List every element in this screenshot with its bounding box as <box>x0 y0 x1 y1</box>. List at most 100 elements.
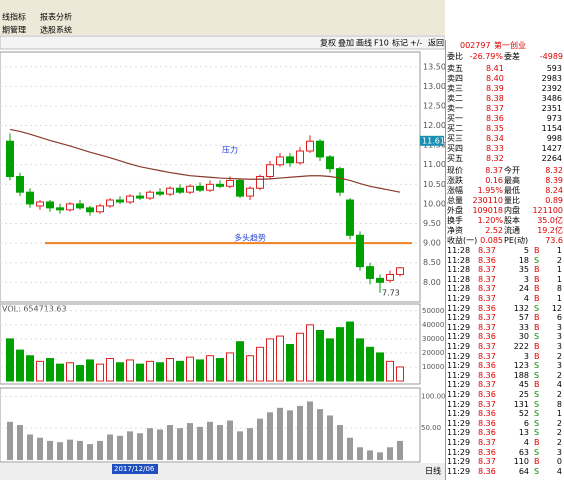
quote-cell: 8.36 <box>486 114 504 123</box>
quote-cell: B <box>534 457 540 467</box>
volume-bar <box>176 360 184 382</box>
quote-cell: 买二 <box>447 124 463 133</box>
quote-row: 涨幅 1.95% 最低 8.24 <box>446 186 564 196</box>
quote-cell: B <box>534 246 540 255</box>
menu-item[interactable]: 报表分析 <box>40 12 72 22</box>
quote-cell: 30 <box>518 332 529 342</box>
volume-panel <box>0 303 421 385</box>
quote-cell: 8.37 <box>478 438 496 447</box>
indicator-bar <box>7 421 13 460</box>
candle-body <box>76 203 84 209</box>
quote-row: 卖三 8.39 2392 <box>446 84 564 94</box>
volume-bar <box>366 346 374 382</box>
quote-cell: 11:29 <box>447 438 471 447</box>
candle-body <box>56 207 64 211</box>
toolbar-button[interactable]: 返回 <box>428 39 444 48</box>
quote-cell: 8.39 <box>486 84 504 93</box>
quote-cell: 8.33 <box>486 144 504 153</box>
quote-row: 11:29 8.36 52 S 1 <box>446 409 564 419</box>
quote-row: 卖四 8.40 2983 <box>446 74 564 84</box>
indicator-bar <box>117 435 123 460</box>
quote-cell: B <box>534 274 540 284</box>
quote-cell: B <box>534 322 540 332</box>
toolbar-button[interactable]: +/- <box>410 39 422 48</box>
quote-cell: 总量 <box>447 196 463 205</box>
volume-bar <box>166 358 174 382</box>
toolbar-button[interactable]: F10 <box>374 39 389 48</box>
menu-item[interactable]: 选股系统 <box>40 25 72 35</box>
chart-area: 线指标 报表分析 期管理 选股系统 压力 多头趋势 7.73 VOL: 6547… <box>0 0 445 480</box>
candle-body <box>146 191 154 199</box>
quote-row: 11:29 8.36 6 S 2 <box>446 419 564 429</box>
candle-body <box>166 187 174 195</box>
candle-body <box>156 191 164 195</box>
volume-bar <box>6 338 14 382</box>
quote-row: 买二 8.35 1154 <box>446 124 564 134</box>
quote-cell: S <box>534 332 540 342</box>
volume-bar <box>66 362 74 382</box>
indicator-bar <box>317 409 323 460</box>
quote-cell: 973 <box>546 114 562 123</box>
menu-item[interactable]: 期管理 <box>2 25 26 35</box>
toolbar-button[interactable]: 画线 <box>356 38 372 48</box>
quote-cell: 卖三 <box>447 84 463 93</box>
quote-cell: 4 <box>523 294 529 303</box>
toolbar-button[interactable]: 叠加 <box>338 38 354 48</box>
candle-body <box>186 185 194 193</box>
quote-cell: -26.79% <box>469 52 503 61</box>
candle-body <box>316 140 324 158</box>
indicator-bar <box>377 452 383 460</box>
volume-bar <box>356 338 364 382</box>
quote-cell: 换手 <box>447 216 463 225</box>
toolbar-button[interactable]: 标记 <box>392 38 408 48</box>
quote-row: 总量 230110 量比 0.89 <box>446 196 564 206</box>
quote-cell: B <box>534 438 540 447</box>
indicator-bar <box>127 431 133 460</box>
candle-body <box>266 164 274 177</box>
quote-row: 11:28 8.37 24 B 8 <box>446 284 564 294</box>
quote-row: 11:29 8.36 25 S 2 <box>446 390 564 400</box>
quote-cell: 8.40 <box>486 74 504 83</box>
quote-cell: 57 <box>518 313 529 323</box>
menu-item[interactable]: 线指标 <box>2 12 26 22</box>
volume-bar <box>46 358 54 382</box>
candle-body <box>196 185 204 191</box>
quote-cell: 8.36 <box>478 409 496 419</box>
indicator-bar <box>107 434 113 460</box>
candle-body <box>126 195 134 203</box>
quote-cell: 3 <box>556 332 562 342</box>
quote-cell: 8.37 <box>478 342 496 351</box>
annotation: 压力 <box>222 145 238 155</box>
indicator-bar <box>387 447 393 460</box>
quote-cell: 132 <box>513 303 529 313</box>
quote-cell: 涨跌 <box>447 176 463 185</box>
quote-cell: S <box>534 447 540 457</box>
quote-cell: 2 <box>556 390 562 399</box>
quote-cell: 11:28 <box>447 284 471 294</box>
candle-body <box>326 156 334 170</box>
price-panel <box>0 51 421 303</box>
quote-row: 涨跌 0.16 最高 8.39 <box>446 176 564 186</box>
quote-cell: 1427 <box>541 144 562 153</box>
quote-row: 11:28 8.37 35 B 1 <box>446 265 564 275</box>
quote-cell: 8 <box>556 284 562 294</box>
y-tick-label: 10.50 <box>423 180 445 189</box>
quote-row: 11:29 8.36 188 S 2 <box>446 371 564 381</box>
indicator-bar <box>227 420 233 460</box>
indicator-bar <box>87 444 93 460</box>
indicator-bar <box>67 439 73 460</box>
annotation: 7.73 <box>382 289 400 298</box>
indicator-bar <box>157 429 163 460</box>
candle-body <box>206 183 214 191</box>
toolbar-button[interactable]: 复权 <box>320 38 336 48</box>
indicator-bar <box>57 442 63 460</box>
indicator-bar <box>167 425 173 460</box>
date-highlight <box>112 464 158 474</box>
period-tab[interactable]: 日线 <box>425 466 441 476</box>
quote-cell: 123 <box>513 361 529 371</box>
quote-cell: 0.16 <box>485 176 503 185</box>
volume-bar <box>156 362 164 382</box>
indicator-bar <box>327 415 333 460</box>
quote-cell: 11:29 <box>447 342 471 351</box>
quote-cell: 8.37 <box>485 166 503 175</box>
